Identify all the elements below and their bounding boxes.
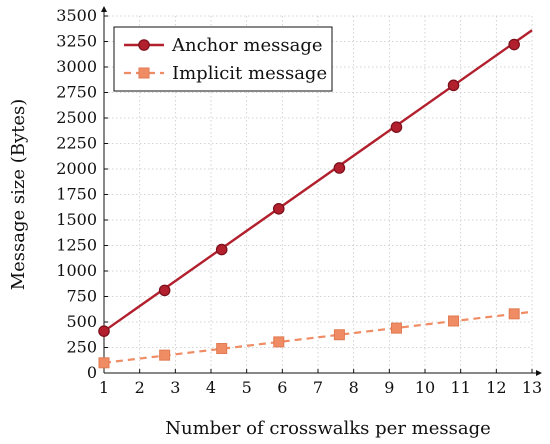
x-tick-label: 8 bbox=[349, 378, 359, 397]
y-tick-label: 3000 bbox=[56, 57, 97, 76]
x-tick-label: 11 bbox=[450, 378, 470, 397]
x-tick-label: 1 bbox=[99, 378, 109, 397]
data-point bbox=[333, 329, 345, 341]
legend-swatch-marker bbox=[138, 39, 150, 51]
x-tick-label: 2 bbox=[135, 378, 145, 397]
x-tick-label: 10 bbox=[415, 378, 435, 397]
y-tick-label: 0 bbox=[87, 363, 97, 382]
legend-box bbox=[113, 26, 333, 92]
x-tick-label: 5 bbox=[242, 378, 252, 397]
y-tick-label: 750 bbox=[66, 287, 97, 306]
data-point bbox=[215, 243, 228, 256]
y-tick-label: 1000 bbox=[56, 261, 97, 280]
x-tick-label: 7 bbox=[313, 378, 323, 397]
y-axis-arrow bbox=[101, 6, 107, 12]
series-line bbox=[103, 29, 533, 333]
legend: Anchor message Implicit message bbox=[113, 26, 333, 92]
data-point bbox=[448, 315, 460, 327]
legend-label: Anchor message bbox=[171, 35, 323, 56]
axes bbox=[101, 6, 542, 376]
x-axis-title: Number of crosswalks per message bbox=[165, 418, 491, 439]
legend-entry-anchor-message: Anchor message bbox=[124, 35, 323, 56]
series bbox=[98, 29, 533, 369]
data-point bbox=[216, 343, 228, 355]
x-tick-label: 12 bbox=[486, 378, 506, 397]
y-tick-label: 2250 bbox=[56, 134, 97, 153]
y-tick-label: 2000 bbox=[56, 159, 97, 178]
x-tick-label: 4 bbox=[206, 378, 216, 397]
x-tick-label: 6 bbox=[277, 378, 287, 397]
y-tick-label: 3500 bbox=[56, 6, 97, 25]
x-axis-arrow bbox=[536, 370, 542, 376]
x-tick-label: 3 bbox=[170, 378, 180, 397]
grid bbox=[104, 15, 533, 373]
y-tick-label: 2750 bbox=[56, 83, 97, 102]
data-point bbox=[98, 357, 110, 369]
x-tick-label: 9 bbox=[384, 378, 394, 397]
data-point bbox=[273, 336, 285, 348]
y-tick-label: 1500 bbox=[56, 210, 97, 229]
legend-label: Implicit message bbox=[172, 63, 327, 84]
data-point bbox=[447, 79, 460, 92]
y-tick-label: 1250 bbox=[56, 236, 97, 255]
data-point bbox=[158, 284, 171, 297]
data-point bbox=[333, 162, 346, 174]
data-point bbox=[390, 121, 403, 133]
legend-entry-implicit-message: Implicit message bbox=[124, 63, 327, 84]
data-point bbox=[508, 308, 520, 320]
data-point bbox=[508, 38, 520, 51]
x-tick-label: 13 bbox=[522, 378, 542, 397]
y-tick-label: 500 bbox=[66, 312, 97, 331]
y-tick-label: 250 bbox=[66, 338, 97, 357]
y-tick-label: 1750 bbox=[56, 185, 97, 204]
data-point bbox=[98, 325, 110, 337]
data-point bbox=[159, 349, 171, 361]
y-tick-label: 2500 bbox=[56, 108, 97, 127]
data-point bbox=[272, 202, 285, 215]
data-point bbox=[390, 322, 402, 334]
y-axis-title: Message size (Bytes) bbox=[8, 99, 29, 291]
ticks: 1 2 3 4 5 6 7 8 9 10 11 12 1302505007501000125015001… bbox=[56, 6, 542, 397]
y-tick-label: 3250 bbox=[56, 32, 97, 51]
legend-swatch-marker bbox=[138, 67, 150, 79]
